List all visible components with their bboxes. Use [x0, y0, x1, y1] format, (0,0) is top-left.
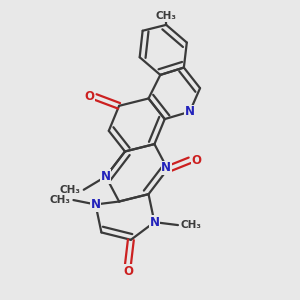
Text: N: N: [185, 105, 195, 118]
Text: CH₃: CH₃: [156, 11, 177, 21]
Text: N: N: [185, 105, 195, 118]
Text: N: N: [101, 170, 111, 183]
Text: N: N: [91, 198, 100, 211]
Text: O: O: [191, 154, 201, 167]
Text: N: N: [101, 170, 111, 183]
Text: O: O: [123, 265, 133, 278]
Text: CH₃: CH₃: [60, 185, 81, 195]
Text: N: N: [161, 161, 171, 174]
Text: CH₃: CH₃: [50, 195, 70, 205]
Text: N: N: [149, 216, 159, 229]
Text: CH₃: CH₃: [181, 220, 202, 230]
Text: O: O: [84, 91, 94, 103]
